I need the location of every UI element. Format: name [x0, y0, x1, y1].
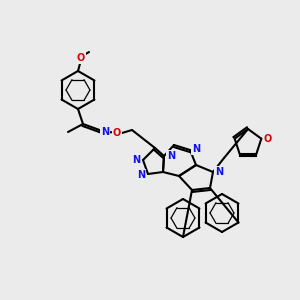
Text: O: O [263, 134, 272, 144]
Text: N: N [137, 170, 145, 180]
Text: N: N [101, 127, 109, 137]
Text: O: O [77, 53, 85, 63]
Text: O: O [113, 128, 121, 138]
Text: N: N [215, 167, 223, 177]
Text: N: N [192, 144, 200, 154]
Text: N: N [132, 155, 140, 165]
Text: N: N [167, 151, 175, 161]
